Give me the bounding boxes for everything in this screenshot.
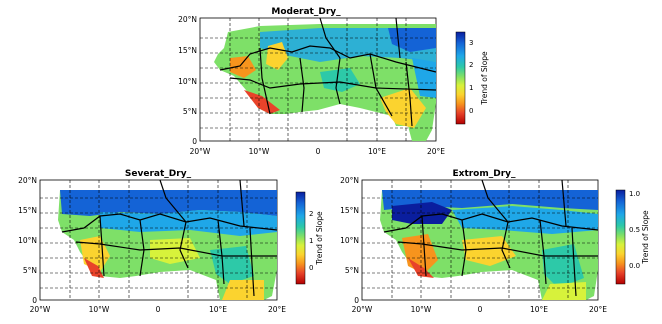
region-yellow-1 — [266, 42, 288, 70]
region-coast-red — [244, 90, 280, 114]
region-teal-1 — [320, 68, 360, 92]
lat-tick-labels: 0 5°N 10°N 15°N 20°N — [340, 176, 359, 305]
svg-text:10°N: 10°N — [340, 236, 359, 245]
svg-text:0.0: 0.0 — [629, 262, 640, 270]
svg-text:20°E: 20°E — [589, 305, 607, 314]
svg-text:20°N: 20°N — [18, 176, 37, 185]
panel-moderate: Moderat_Dry_ — [150, 0, 490, 160]
svg-text:20°W: 20°W — [190, 147, 211, 156]
panel-title: Severat_Dry_ — [125, 169, 192, 179]
map-severe-svg: Severat_Dry_ 0 — [18, 169, 324, 314]
svg-text:0.5: 0.5 — [629, 226, 640, 234]
svg-text:10°W: 10°W — [249, 147, 270, 156]
lat-tick-labels: 0 5°N 10°N 15°N 20°N — [18, 176, 37, 305]
map-gridlines — [40, 180, 277, 300]
svg-text:15°N: 15°N — [340, 206, 359, 215]
svg-text:2: 2 — [309, 210, 313, 218]
colorbar-moderate: 3 2 1 0 Trend of Slope — [455, 31, 489, 125]
region-northeast-darkblue — [388, 28, 436, 52]
svg-text:10°N: 10°N — [178, 77, 197, 86]
map-moderate-svg: Moderat_Dry_ — [178, 7, 489, 156]
colorbar-label: Trend of Slope — [315, 211, 324, 266]
svg-text:0: 0 — [354, 296, 359, 305]
svg-text:0: 0 — [32, 296, 37, 305]
svg-text:5°N: 5°N — [23, 266, 37, 275]
region-lime-1 — [150, 238, 200, 264]
colorbar-label: Trend of Slope — [480, 51, 489, 106]
panel-severe: Severat_Dry_ 0 — [0, 162, 330, 320]
panel-extreme: Extrom_Dry_ — [322, 162, 662, 320]
map-extreme-svg: Extrom_Dry_ — [340, 169, 650, 314]
colorbar-ticks: 3 2 1 0 — [469, 39, 473, 115]
svg-text:0: 0 — [469, 107, 473, 115]
region-orange-1 — [402, 234, 438, 274]
svg-text:1: 1 — [469, 84, 473, 92]
svg-text:10°E: 10°E — [530, 305, 548, 314]
lon-tick-labels: 20°W 10°W 0 10°E 20°E — [352, 305, 608, 314]
country-borders — [383, 179, 599, 297]
lon-tick-labels: 20°W 10°W 0 10°E 20°E — [30, 305, 287, 314]
panel-title: Extrom_Dry_ — [452, 169, 516, 179]
lon-tick-labels: 20°W 10°W 0 10°E 20°E — [190, 147, 446, 156]
colorbar-ticks: 1.0 0.5 0.0 — [629, 190, 640, 270]
svg-text:0: 0 — [309, 264, 313, 272]
region-yellow-1 — [462, 236, 516, 266]
colorbar-extreme: 1.0 0.5 0.0 Trend of Slope — [615, 189, 650, 285]
svg-text:20°W: 20°W — [352, 305, 373, 314]
map-gridlines — [362, 180, 598, 300]
svg-text:0: 0 — [192, 137, 197, 146]
svg-text:5°N: 5°N — [345, 266, 359, 275]
region-north-darkblue — [60, 190, 277, 216]
panel-title: Moderat_Dry_ — [271, 7, 341, 17]
svg-text:20°E: 20°E — [427, 147, 445, 156]
svg-text:5°N: 5°N — [183, 107, 197, 116]
country-borders — [61, 179, 278, 297]
svg-text:10°E: 10°E — [209, 305, 227, 314]
country-borders — [219, 17, 437, 127]
svg-text:10°N: 10°N — [18, 236, 37, 245]
svg-text:20°N: 20°N — [340, 176, 359, 185]
map-gridlines — [200, 18, 436, 141]
svg-text:15°N: 15°N — [178, 46, 197, 55]
svg-text:0: 0 — [478, 305, 483, 314]
svg-text:0: 0 — [316, 147, 321, 156]
svg-text:15°N: 15°N — [18, 206, 37, 215]
svg-text:0: 0 — [156, 305, 161, 314]
svg-text:2: 2 — [469, 61, 473, 69]
colorbar-severe: 2 1 0 Trend of Slope — [295, 191, 324, 285]
region-orange-1 — [230, 56, 256, 78]
svg-text:20°N: 20°N — [178, 15, 197, 24]
svg-text:10°E: 10°E — [368, 147, 386, 156]
colorbar-label: Trend of Slope — [641, 210, 650, 265]
svg-text:20°E: 20°E — [268, 305, 286, 314]
region-north-blue — [100, 210, 277, 236]
colorbar-ticks: 2 1 0 — [309, 210, 313, 272]
svg-text:1: 1 — [309, 237, 313, 245]
svg-text:10°W: 10°W — [411, 305, 432, 314]
svg-text:3: 3 — [469, 39, 473, 47]
svg-text:20°W: 20°W — [30, 305, 51, 314]
svg-text:10°W: 10°W — [89, 305, 110, 314]
lat-tick-labels: 0 5°N 10°N 15°N 20°N — [178, 15, 197, 146]
svg-text:1.0: 1.0 — [629, 190, 640, 198]
